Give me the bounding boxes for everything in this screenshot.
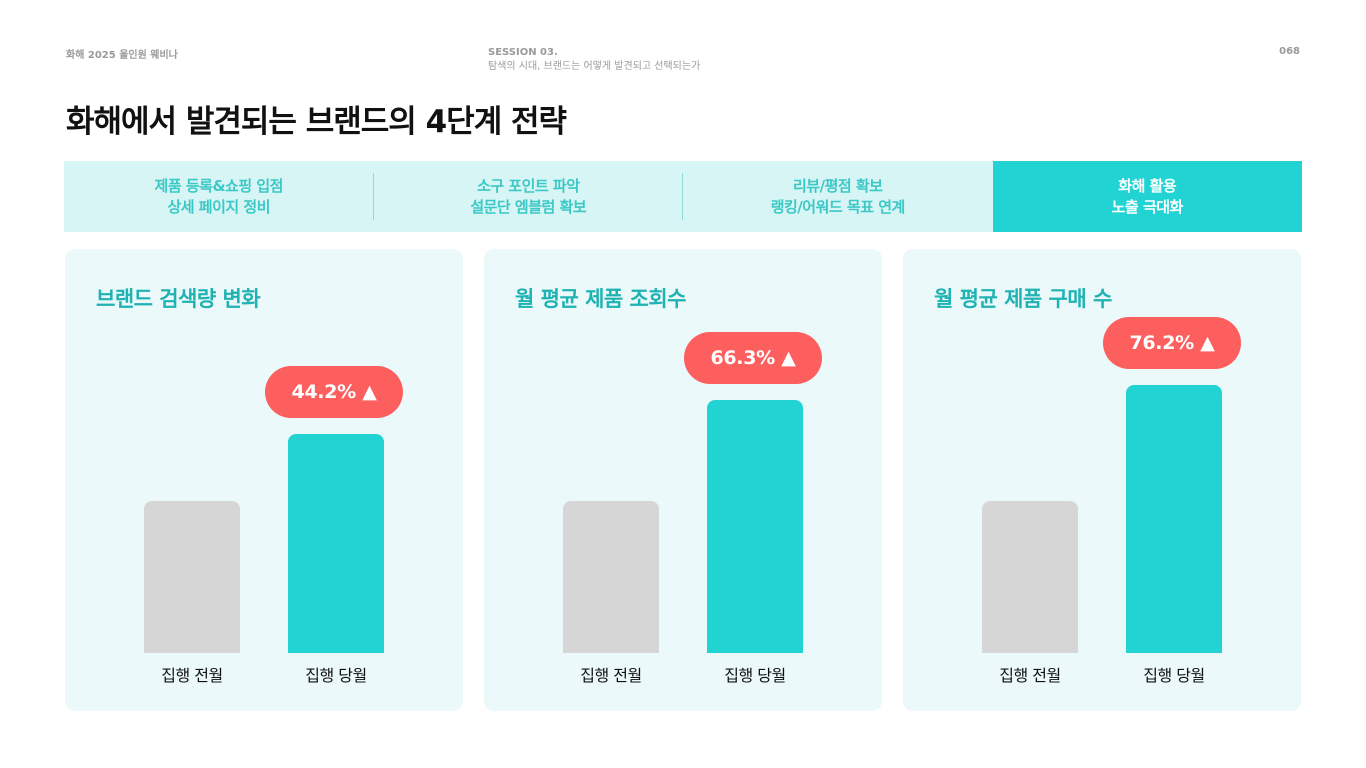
session-subtitle: 탐색의 시대, 브랜드는 어떻게 발견되고 선택되는가 [488,61,701,72]
step-4-line1: 화해 활용 [1118,176,1177,195]
step-1-line2: 상세 페이지 정비 [167,197,271,216]
category-label-prev: 집행 전월 [999,666,1061,685]
step-2: 소구 포인트 파악 설문단 엠블럼 확보 [374,161,683,232]
header-session: SESSION 03. 탐색의 시대, 브랜드는 어떻게 발견되고 선택되는가 [488,46,700,74]
page-title: 화해에서 발견되는 브랜드의 4단계 전략 [66,104,567,140]
step-1-line1: 제품 등록&쇼핑 입점 [154,176,284,195]
step-1: 제품 등록&쇼핑 입점 상세 페이지 정비 [64,161,374,232]
category-label-prev: 집행 전월 [161,666,223,685]
increase-badge: 76.2% ▲ [1103,317,1241,370]
category-label-prev: 집행 전월 [580,666,642,685]
page-number: 068 [1279,46,1300,57]
chart-panel-product-purchases: 월 평균 제품 구매 수 76.2% ▲ 집행 전월 집행 당월 [903,249,1301,711]
bar-prev-month [144,501,240,653]
bar-prev-month [563,501,659,653]
step-2-line2: 설문단 엠블럼 확보 [470,197,587,216]
chart-panels: 브랜드 검색량 변화 44.2% ▲ 집행 전월 집행 당월 월 평균 제품 조… [65,249,1302,711]
step-2-line1: 소구 포인트 파악 [476,176,580,195]
chart-title: 월 평균 제품 조회수 [515,287,687,311]
step-3-line2: 랭킹/어워드 목표 연계 [770,197,906,216]
category-label-current: 집행 당월 [724,666,786,685]
chart-panel-product-views: 월 평균 제품 조회수 66.3% ▲ 집행 전월 집행 당월 [484,249,882,711]
step-3-line1: 리뷰/평점 확보 [792,176,883,195]
increase-badge: 44.2% ▲ [265,365,403,418]
header-event-name: 화해 2025 올인원 웨비나 [66,50,178,61]
category-label-current: 집행 당월 [1143,666,1205,685]
bar-current-month [288,433,384,653]
step-3: 리뷰/평점 확보 랭킹/어워드 목표 연계 [683,161,993,232]
bar-current-month [1126,385,1222,653]
step-divider [372,173,374,220]
chart-panel-search-volume: 브랜드 검색량 변화 44.2% ▲ 집행 전월 집행 당월 [65,249,463,711]
chart-title: 월 평균 제품 구매 수 [934,287,1112,311]
bar-prev-month [982,501,1078,653]
session-number: SESSION 03. [488,47,558,58]
bar-current-month [707,400,803,653]
chart-title: 브랜드 검색량 변화 [96,287,261,311]
step-4-active: 화해 활용 노출 극대화 [992,161,1302,232]
category-label-current: 집행 당월 [305,666,367,685]
step-divider [682,173,683,220]
strategy-steps: 제품 등록&쇼핑 입점 상세 페이지 정비 소구 포인트 파악 설문단 엠블럼 … [64,161,1302,232]
step-4-line2: 노출 극대화 [1111,197,1184,216]
increase-badge: 66.3% ▲ [684,332,822,385]
